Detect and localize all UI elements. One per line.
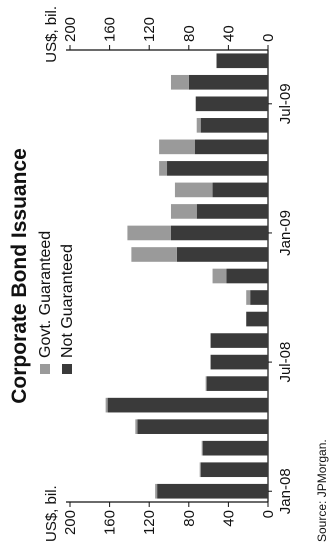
- bar-not-guaranteed: [195, 96, 268, 112]
- y-tick-label-left: 80: [181, 510, 198, 527]
- y-tick-label-left: 120: [141, 510, 158, 535]
- y-tick-label-right: 160: [102, 17, 119, 42]
- bar-govt-guaranteed: [155, 483, 158, 499]
- chart-title: Corporate Bond Issuance: [8, 148, 31, 404]
- y-tick-label-right: 80: [181, 25, 198, 42]
- y-tick-label-left: 200: [62, 510, 79, 535]
- bar-not-guaranteed: [212, 182, 268, 198]
- bar-not-guaranteed: [196, 204, 268, 219]
- left-axis-unit: US$, bil.: [43, 485, 60, 542]
- bar-govt-guaranteed: [196, 118, 201, 133]
- y-tick-label-right: 120: [141, 17, 158, 42]
- bar-govt-guaranteed: [170, 204, 197, 219]
- bar-not-guaranteed: [176, 247, 268, 262]
- bar-govt-guaranteed: [246, 290, 251, 305]
- bar-govt-guaranteed: [159, 139, 195, 155]
- right-axis-unit: US$, bil.: [43, 6, 60, 63]
- x-tick-label: Jul-09: [277, 83, 294, 124]
- bar-not-guaranteed: [210, 333, 268, 348]
- bar-not-guaranteed: [200, 118, 268, 133]
- x-tick-label: Jul-08: [277, 342, 294, 383]
- x-tick-label: Jan-08: [277, 468, 294, 514]
- bar-govt-guaranteed: [127, 225, 171, 241]
- bar-govt-guaranteed: [201, 440, 203, 456]
- y-tick-label-right: 0: [260, 34, 277, 42]
- bar-not-guaranteed: [202, 440, 268, 456]
- bar-govt-guaranteed: [174, 182, 213, 198]
- bar-govt-guaranteed: [135, 419, 138, 434]
- bar-not-guaranteed: [210, 354, 268, 370]
- bar-not-guaranteed: [246, 311, 269, 327]
- bar-govt-guaranteed: [131, 247, 177, 262]
- x-tick-label: Jan-09: [277, 210, 294, 256]
- source-note: Source: JPMorgan.: [315, 439, 329, 542]
- bar-not-guaranteed: [107, 397, 269, 413]
- bar-not-guaranteed: [137, 419, 268, 434]
- bar-not-guaranteed: [226, 268, 268, 284]
- y-tick-label-left: 0: [260, 510, 277, 518]
- legend-swatch: [62, 364, 72, 374]
- y-tick-label-left: 40: [220, 510, 237, 527]
- bar-not-guaranteed: [194, 139, 269, 155]
- bar-govt-guaranteed: [205, 376, 207, 391]
- bar-not-guaranteed: [167, 161, 269, 176]
- y-tick-label-right: 200: [62, 17, 79, 42]
- bar-not-guaranteed: [200, 462, 268, 478]
- legend-label: Govt. Guaranteed: [37, 231, 54, 358]
- bar-govt-guaranteed: [159, 161, 168, 176]
- y-tick-label-left: 160: [102, 510, 119, 535]
- bar-not-guaranteed: [157, 483, 268, 499]
- bar-not-guaranteed: [170, 225, 268, 241]
- legend-label: Not Guaranteed: [59, 244, 76, 358]
- bar-not-guaranteed: [250, 290, 268, 305]
- bar-govt-guaranteed: [212, 268, 227, 284]
- bar-govt-guaranteed: [170, 74, 189, 90]
- rotated-chart: Corporate Bond Issuance US$, bil. US$, bil…: [8, 6, 329, 542]
- bar-not-guaranteed: [216, 53, 269, 69]
- legend-swatch: [40, 364, 50, 374]
- bar-not-guaranteed: [188, 74, 268, 90]
- y-tick-label-right: 40: [220, 25, 237, 42]
- bar-govt-guaranteed: [105, 397, 108, 413]
- bar-not-guaranteed: [206, 376, 268, 391]
- bar-govt-guaranteed: [199, 462, 201, 478]
